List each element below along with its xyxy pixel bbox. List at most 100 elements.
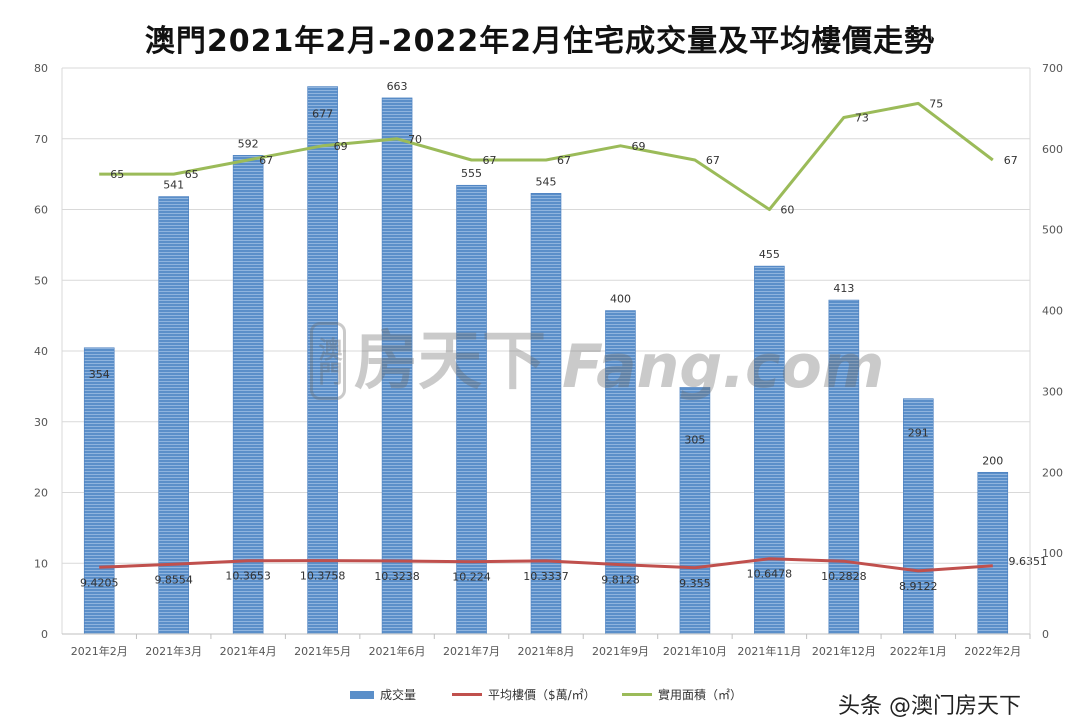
legend-item-price: 平均樓價（$萬/㎡） <box>452 686 596 703</box>
x-tick-label: 2021年5月 <box>294 644 351 658</box>
volume-bar <box>828 299 860 635</box>
x-tick-label: 2021年10月 <box>663 644 727 658</box>
area-data-label: 73 <box>855 112 869 125</box>
legend: 成交量 平均樓價（$萬/㎡） 實用面積（㎡） <box>0 686 1080 704</box>
volume-bar <box>977 471 1009 635</box>
area-data-label: 70 <box>408 133 422 146</box>
fang-watermark: 澳門 房天下 Fang.com <box>310 322 884 412</box>
x-tick-label: 2021年3月 <box>145 644 202 658</box>
watermark-seal: 澳門 <box>310 322 346 400</box>
legend-label-volume: 成交量 <box>380 688 417 702</box>
legend-item-volume: 成交量 <box>350 686 416 703</box>
x-tick-label: 2021年9月 <box>592 644 649 658</box>
area-data-label: 67 <box>706 154 720 167</box>
volume-data-label: 545 <box>536 175 557 188</box>
volume-bar <box>158 196 189 635</box>
volume-data-label: 677 <box>312 108 333 121</box>
y-left-tick-label: 80 <box>34 62 48 75</box>
volume-data-label: 200 <box>982 454 1003 467</box>
y-right-tick-label: 300 <box>1042 385 1063 398</box>
y-left-tick-label: 10 <box>34 557 48 570</box>
price-data-label: 10.3238 <box>374 570 420 583</box>
data-labels: 354 541 592 677 663 555 545 400 305 455 413 291 200 9… <box>80 80 1047 593</box>
area-data-label: 69 <box>631 140 645 153</box>
price-data-label: 10.3758 <box>300 570 346 583</box>
price-data-label: 10.224 <box>452 571 491 584</box>
x-tick-label: 2021年2月 <box>71 644 128 658</box>
price-data-label: 10.3337 <box>523 570 569 583</box>
volume-bar <box>903 398 934 635</box>
price-data-label: 10.2828 <box>821 570 867 583</box>
volume-bar <box>754 265 785 635</box>
legend-swatch-price <box>452 693 482 696</box>
volume-bar <box>83 347 115 635</box>
legend-swatch-area <box>622 693 652 696</box>
area-data-label: 67 <box>259 154 273 167</box>
legend-swatch-volume <box>350 690 374 699</box>
y-left-tick-label: 20 <box>34 487 48 500</box>
combo-chart: 3545415926776635555454003054554132912009… <box>34 62 1063 658</box>
y-right-tick-label: 600 <box>1042 143 1063 156</box>
y-right-tick-label: 100 <box>1042 547 1063 560</box>
watermark-en-text: Fang.com <box>562 332 885 402</box>
y-left-tick-label: 70 <box>34 133 48 146</box>
area-line <box>99 101 994 211</box>
y-left-tick-label: 40 <box>34 345 48 358</box>
volume-bar <box>605 310 636 635</box>
y-right-tick-label: 500 <box>1042 224 1063 237</box>
y-left-tick-label: 0 <box>41 628 48 641</box>
axes: 0 10 20 30 40 50 60 70 80 0 100 200 300 400 500 600 700 2… <box>34 62 1063 658</box>
line-series <box>99 101 994 573</box>
x-tick-label: 2021年6月 <box>369 644 426 658</box>
price-line <box>99 557 993 573</box>
volume-data-label: 555 <box>461 167 482 180</box>
price-data-label: 9.4205 <box>80 576 119 589</box>
area-data-label: 67 <box>483 154 497 167</box>
price-data-label: 10.3653 <box>225 570 271 583</box>
volume-bar <box>679 387 711 635</box>
x-tick-label: 2021年8月 <box>518 644 575 658</box>
price-data-label: 9.355 <box>679 577 711 590</box>
price-data-label: 9.6351 <box>1009 555 1048 568</box>
legend-label-price: 平均樓價（$萬/㎡） <box>488 688 596 702</box>
volume-data-label: 400 <box>610 293 631 306</box>
volume-data-label: 592 <box>238 137 259 150</box>
x-tick-label: 2021年7月 <box>443 644 500 658</box>
area-data-label: 69 <box>334 140 348 153</box>
volume-bar <box>307 86 338 635</box>
price-data-label: 10.6478 <box>747 568 793 581</box>
x-tick-label: 2021年4月 <box>220 644 277 658</box>
y-right-tick-label: 0 <box>1042 628 1049 641</box>
area-data-label: 65 <box>110 168 124 181</box>
area-data-label: 65 <box>185 168 199 181</box>
source-credit: 头条 @澳门房天下 <box>838 694 1021 719</box>
x-tick-label: 2022年1月 <box>890 644 947 658</box>
y-right-tick-label: 400 <box>1042 305 1063 318</box>
area-data-label: 60 <box>780 204 794 217</box>
price-data-label: 9.8554 <box>154 573 193 586</box>
volume-bar <box>232 155 264 635</box>
volume-data-label: 354 <box>89 368 110 381</box>
x-tick-label: 2021年12月 <box>812 644 876 658</box>
legend-item-area: 實用面積（㎡） <box>622 686 742 703</box>
watermark-cn-text: 房天下 <box>354 325 546 399</box>
price-data-label: 9.8128 <box>601 574 640 587</box>
volume-data-label: 291 <box>908 427 929 440</box>
volume-data-label: 413 <box>833 282 854 295</box>
area-data-label: 75 <box>929 97 943 110</box>
y-left-tick-label: 60 <box>34 204 48 217</box>
volume-data-label: 663 <box>387 80 408 93</box>
y-right-tick-label: 700 <box>1042 62 1063 75</box>
y-left-tick-label: 30 <box>34 416 48 429</box>
legend-label-area: 實用面積（㎡） <box>658 688 743 702</box>
volume-bar <box>530 193 562 635</box>
area-data-label: 67 <box>557 154 571 167</box>
volume-data-label: 305 <box>684 433 705 446</box>
x-tick-label: 2022年2月 <box>964 644 1021 658</box>
y-right-tick-label: 200 <box>1042 466 1063 479</box>
volume-data-label: 455 <box>759 248 780 261</box>
chart-title: 澳門2021年2月-2022年2月住宅成交量及平均樓價走勢 <box>144 24 936 59</box>
volume-data-label: 541 <box>163 179 184 192</box>
area-data-label: 67 <box>1004 154 1018 167</box>
y-left-tick-label: 50 <box>34 274 48 287</box>
